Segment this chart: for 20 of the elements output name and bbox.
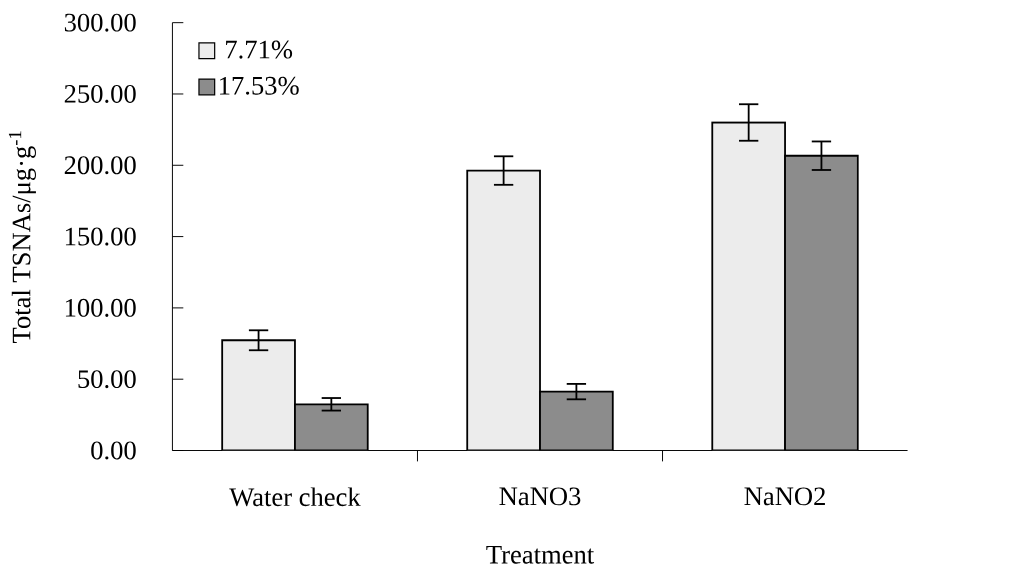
legend-label: 17.53% (220, 76, 299, 96)
y-tick-label: 150.00 (65, 227, 136, 246)
y-tick-label: 50.00 (78, 370, 136, 389)
x-tick-label: Water check (229, 487, 361, 507)
x-tick-label: NaNO3 (499, 487, 581, 506)
x-axis-title: Treatment (486, 546, 595, 564)
x-tick-label: NaNO2 (744, 487, 825, 506)
bar (221, 339, 296, 451)
bar (294, 403, 369, 451)
y-tick-label: 300.00 (64, 13, 136, 32)
legend-label: 7.71% (226, 40, 293, 59)
y-axis-title: Total TSNAs/μg·g$^{-1}$ (8, 131, 36, 344)
y-tick-label: 0.00 (91, 441, 136, 460)
bar (466, 169, 541, 451)
bar (539, 390, 614, 451)
y-tick-label: 100.00 (65, 299, 136, 318)
y-tick-label: 250.00 (64, 85, 136, 104)
bar (711, 121, 786, 451)
bar (784, 155, 859, 451)
y-tick-label: 200.00 (64, 156, 136, 175)
